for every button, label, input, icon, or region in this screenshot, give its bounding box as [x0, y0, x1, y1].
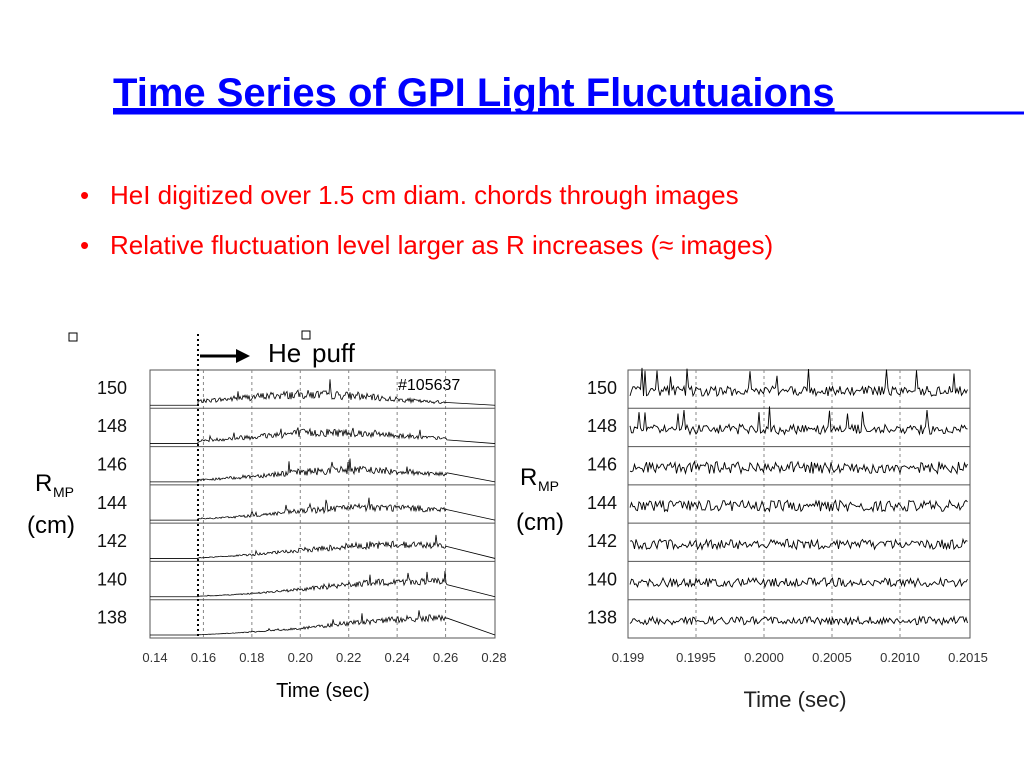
glyph-box [68, 332, 78, 342]
x-tick-label: 0.1995 [676, 650, 716, 665]
x-tick-label: 0.199 [612, 650, 645, 665]
annotation: He [268, 338, 301, 368]
row-label: 140 [97, 569, 127, 589]
shot-number: #105637 [398, 377, 460, 394]
row-label: 138 [97, 608, 127, 628]
x-tick-label: 0.16 [191, 650, 216, 665]
y-unit: (cm) [27, 512, 75, 539]
y-label-sub: MP [538, 478, 559, 494]
x-tick-label: 0.2015 [948, 650, 988, 665]
y-label: R [35, 470, 52, 497]
bullet: Relative fluctuation level larger as R i… [110, 230, 773, 260]
trace [629, 537, 968, 551]
arrow-head [236, 349, 250, 363]
bullet-dot: • [80, 230, 89, 260]
x-tick-label: 0.2005 [812, 650, 852, 665]
trace [629, 576, 968, 589]
row-label: 148 [587, 416, 617, 436]
trace [150, 379, 496, 406]
row-label: 146 [587, 454, 617, 474]
row-label: 148 [97, 416, 127, 436]
row-label: 150 [97, 378, 127, 398]
x-tick-label: 0.24 [384, 650, 409, 665]
trace [150, 534, 496, 559]
x-label: Time (sec) [276, 680, 370, 702]
row-label: 146 [97, 454, 127, 474]
x-label: Time (sec) [743, 687, 846, 712]
x-tick-label: 0.28 [481, 650, 506, 665]
y-label-sub: MP [53, 484, 74, 500]
x-tick-label: 0.20 [288, 650, 313, 665]
row-label: 138 [587, 608, 617, 628]
trace [629, 499, 968, 513]
row-label: 144 [97, 493, 127, 513]
trace [150, 427, 496, 444]
plot-frame [149, 369, 496, 639]
trace [150, 458, 496, 483]
y-unit: (cm) [516, 509, 564, 536]
plot-frame [627, 369, 971, 639]
slide-title: Time Series of GPI Light Flucutuaions [113, 71, 835, 115]
trace [150, 497, 496, 521]
bullet: HeI digitized over 1.5 cm diam. chords t… [110, 180, 739, 210]
row-label: 142 [97, 531, 127, 551]
row-label: 142 [587, 531, 617, 551]
trace [629, 367, 968, 398]
trace [629, 460, 968, 476]
trace [629, 615, 968, 626]
y-label: R [520, 464, 537, 491]
row-label: 140 [587, 569, 617, 589]
trace [629, 406, 968, 436]
bullet-dot: • [80, 180, 89, 210]
x-tick-label: 0.2010 [880, 650, 920, 665]
glyph-box [301, 330, 311, 340]
row-label: 150 [587, 378, 617, 398]
trace [150, 570, 496, 598]
x-tick-label: 0.2000 [744, 650, 784, 665]
trace [150, 610, 496, 636]
row-label: 144 [587, 493, 617, 513]
x-tick-label: 0.18 [239, 650, 264, 665]
x-tick-label: 0.14 [142, 650, 167, 665]
x-tick-label: 0.22 [336, 650, 361, 665]
x-tick-label: 0.26 [433, 650, 458, 665]
annotation: puff [312, 338, 356, 368]
